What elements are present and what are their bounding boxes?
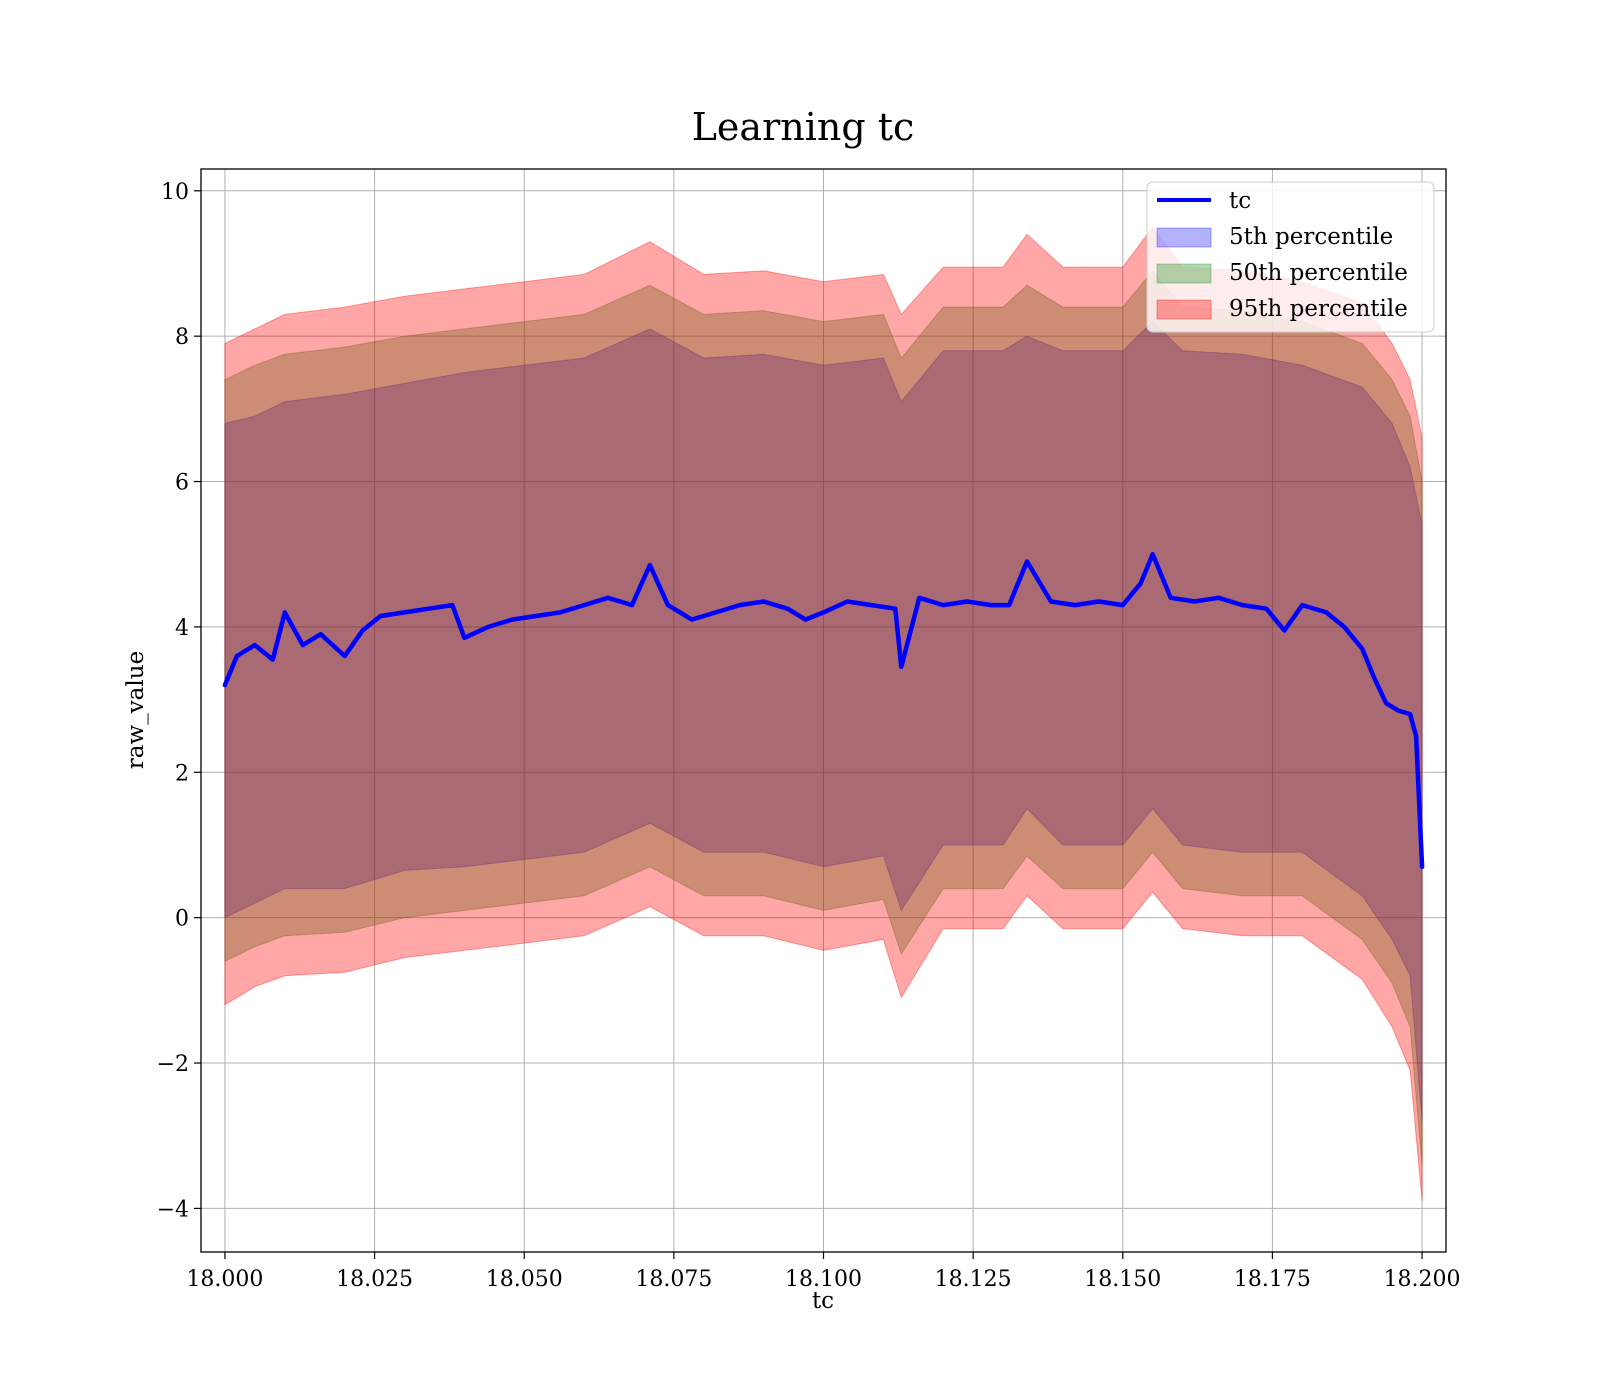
y-tick-label: 10 — [161, 180, 189, 205]
y-axis-label: raw_value — [123, 651, 149, 769]
y-tick-label: 6 — [175, 471, 189, 496]
x-tick-label: 18.025 — [336, 1267, 413, 1292]
x-axis-label: tc — [812, 1288, 834, 1314]
x-tick-label: 18.125 — [935, 1267, 1012, 1292]
x-tick-label: 18.100 — [785, 1267, 862, 1292]
legend-label-tc: tc — [1229, 188, 1251, 214]
x-axis: 18.000 18.025 18.050 18.075 18.100 18.125 18.1… — [186, 1252, 1461, 1292]
legend-label-50th: 50th percentile — [1229, 260, 1408, 286]
x-tick-label: 18.050 — [486, 1267, 563, 1292]
x-tick-label: 18.000 — [186, 1267, 263, 1292]
band-95th-percentile — [224, 226, 1423, 1202]
y-tick-label: −4 — [157, 1197, 189, 1222]
x-tick-label: 18.150 — [1084, 1267, 1161, 1292]
x-tick-label: 18.075 — [635, 1267, 712, 1292]
grid — [201, 169, 1446, 1252]
legend: tc 5th percentile 50th percentile 95th p… — [1146, 181, 1435, 333]
y-tick-label: 2 — [175, 761, 189, 786]
mean-line-layer — [222, 551, 1425, 870]
x-tick-label: 18.200 — [1384, 1267, 1461, 1292]
x-tick-label: 18.175 — [1234, 1267, 1311, 1292]
tc-line — [222, 551, 1425, 870]
y-tick-label: 4 — [175, 616, 189, 641]
chart-title: Learning tc — [692, 105, 915, 149]
y-tick-label: 8 — [175, 325, 189, 350]
legend-swatch-95th — [1156, 299, 1212, 320]
y-tick-label: 0 — [175, 907, 189, 932]
y-axis: −4 −2 0 2 4 6 8 10 — [157, 180, 201, 1222]
band-50th-percentile — [224, 270, 1423, 1165]
legend-box — [1146, 181, 1435, 333]
legend-swatch-5th — [1156, 227, 1212, 248]
y-tick-label: −2 — [157, 1052, 189, 1077]
percentile-bands — [224, 226, 1423, 1202]
legend-label-5th: 5th percentile — [1229, 224, 1393, 250]
legend-label-95th: 95th percentile — [1229, 296, 1408, 322]
band-5th-percentile — [224, 320, 1423, 1122]
legend-swatch-50th — [1156, 263, 1212, 284]
